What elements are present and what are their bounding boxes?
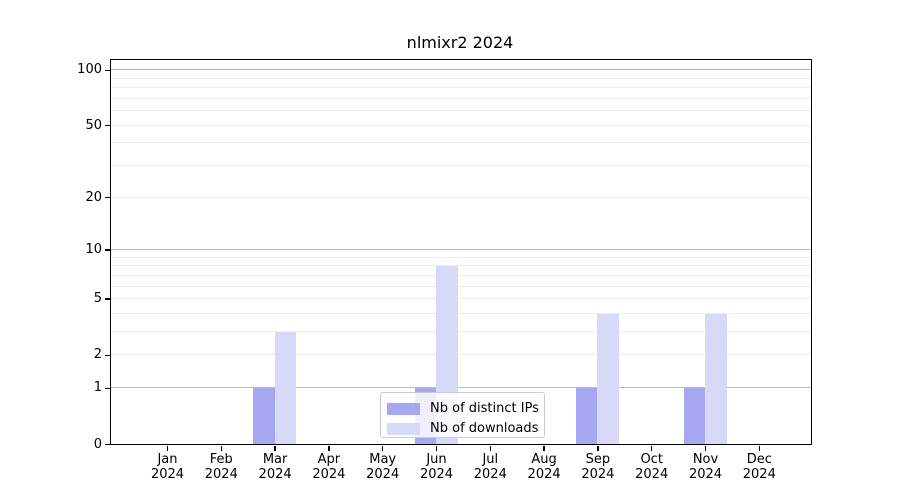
x-tick-year: 2024 [312, 467, 346, 482]
bar-distinct-ips [253, 387, 275, 444]
y-gridline-minor [111, 87, 811, 89]
x-tick-month: Jan [157, 452, 178, 467]
y-tick-label: 50 [85, 117, 102, 133]
y-gridline-minor [111, 165, 811, 167]
legend-entry-distinct-ips: Nb of distinct IPs [387, 399, 544, 418]
x-tick-month: Oct [640, 452, 663, 467]
x-tick-label: Oct 2024 [622, 452, 682, 484]
plot-area: Nb of distinct IPs Nb of downloads [110, 59, 812, 445]
y-tick-mark [105, 387, 110, 390]
y-tick-label: 100 [77, 62, 102, 78]
legend-entry-downloads: Nb of downloads [387, 419, 544, 438]
x-tick-month: Sep [585, 452, 611, 467]
y-gridline-major [111, 69, 811, 71]
x-tick-month: Mar [262, 452, 288, 467]
y-gridline-minor [111, 77, 811, 79]
x-tick-year: 2024 [258, 467, 292, 482]
x-tick-year: 2024 [150, 467, 185, 482]
x-tick-month: Nov [692, 452, 719, 467]
y-gridline-minor [111, 285, 811, 287]
x-tick-mark [274, 446, 276, 451]
x-tick-mark [704, 446, 707, 451]
y-tick-mark [105, 298, 110, 300]
y-gridline-minor [111, 354, 811, 356]
y-gridline-minor [111, 142, 811, 144]
x-tick-mark [328, 446, 330, 451]
legend-label-downloads: Nb of downloads [430, 421, 539, 436]
y-gridline-minor [111, 196, 811, 198]
x-tick-year: 2024 [527, 467, 561, 482]
legend: Nb of distinct IPs Nb of downloads [380, 392, 545, 438]
legend-swatch-distinct-ips [387, 402, 420, 415]
x-tick-month: Apr [317, 452, 341, 467]
y-gridline-major [111, 249, 811, 251]
y-tick-label: 10 [85, 242, 102, 258]
x-tick-mark [543, 446, 545, 451]
y-tick-mark [105, 69, 110, 72]
x-tick-year: 2024 [419, 467, 454, 482]
bar-downloads [705, 313, 727, 444]
y-gridline-minor [111, 124, 811, 126]
x-tick-month: Aug [531, 452, 557, 467]
x-tick-label: Mar 2024 [245, 452, 305, 484]
bar-distinct-ips [683, 387, 705, 444]
x-tick-month: Jul [482, 452, 499, 467]
y-gridline-minor [111, 313, 811, 314]
x-tick-year: 2024 [473, 467, 507, 482]
x-tick-year: 2024 [688, 467, 723, 482]
x-tick-label: Jan 2024 [138, 452, 198, 484]
x-tick-mark [758, 446, 761, 451]
x-tick-label: Sep 2024 [568, 452, 628, 484]
y-gridline-minor [111, 331, 811, 333]
x-tick-mark [489, 446, 492, 451]
x-tick-label: Jun 2024 [407, 452, 467, 484]
x-tick-month: Dec [746, 452, 772, 467]
x-tick-year: 2024 [635, 467, 669, 482]
y-tick-mark [105, 443, 110, 446]
x-tick-month: May [369, 452, 397, 467]
bar-distinct-ips [575, 387, 598, 444]
x-tick-label: May 2024 [353, 452, 413, 484]
y-tick-label: 1 [93, 380, 102, 396]
y-tick-mark [105, 249, 110, 251]
y-tick-mark [105, 354, 110, 357]
x-tick-year: 2024 [742, 467, 776, 482]
x-tick-mark [220, 446, 223, 451]
bar-downloads [274, 331, 297, 444]
x-tick-month: Jun [426, 452, 447, 467]
y-tick-label: 5 [93, 291, 102, 307]
x-tick-mark [597, 446, 599, 451]
x-tick-label: Feb 2024 [191, 452, 251, 484]
legend-label-distinct-ips: Nb of distinct IPs [430, 401, 539, 416]
x-tick-label: Nov 2024 [676, 452, 736, 484]
x-tick-month: Feb [209, 452, 233, 467]
x-tick-label: Jul 2024 [460, 452, 520, 484]
x-tick-year: 2024 [581, 467, 615, 482]
x-tick-label: Dec 2024 [729, 452, 789, 484]
bar-downloads [597, 313, 619, 444]
y-gridline-major [111, 387, 811, 389]
x-tick-mark [166, 446, 169, 451]
y-gridline-minor [111, 97, 811, 99]
y-tick-label: 0 [93, 436, 102, 452]
y-tick-label: 20 [85, 189, 102, 205]
y-tick-label: 2 [93, 347, 102, 363]
x-tick-mark [650, 446, 653, 451]
y-gridline-minor [111, 256, 811, 258]
x-tick-year: 2024 [204, 467, 238, 482]
x-tick-label: Aug 2024 [514, 452, 574, 484]
x-tick-mark [381, 446, 384, 451]
y-tick-mark [105, 124, 110, 127]
legend-swatch-downloads [387, 422, 420, 435]
x-tick-mark [435, 446, 438, 451]
x-tick-year: 2024 [366, 467, 400, 482]
x-tick-label: Apr 2024 [299, 452, 359, 484]
y-gridline-minor [111, 298, 811, 300]
y-gridline-minor [111, 110, 811, 112]
y-gridline-minor [111, 274, 811, 276]
y-gridline-minor [111, 265, 811, 267]
y-tick-mark [105, 196, 110, 199]
chart-title: nlmixr2 2024 [406, 33, 514, 52]
